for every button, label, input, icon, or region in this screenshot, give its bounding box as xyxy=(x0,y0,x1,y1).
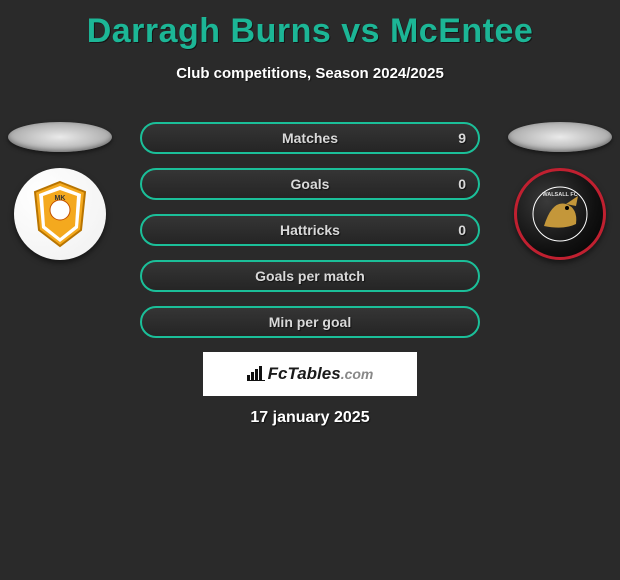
subtitle: Club competitions, Season 2024/2025 xyxy=(0,65,620,82)
svg-text:MK: MK xyxy=(55,195,66,202)
page-title: Darragh Burns vs McEntee xyxy=(0,0,620,51)
player-left-col: MK xyxy=(5,122,115,260)
mk-dons-crest-icon: MK xyxy=(31,180,89,248)
comparison-card: Darragh Burns vs McEntee Club competitio… xyxy=(0,0,620,580)
stat-row-matches: Matches 9 xyxy=(140,122,480,154)
walsall-crest-icon: WALSALL FC xyxy=(532,186,588,242)
stat-row-goals-per-match: Goals per match xyxy=(140,260,480,292)
stat-label: Goals xyxy=(142,170,478,198)
brand-suffix: .com xyxy=(341,366,374,382)
stat-label: Goals per match xyxy=(142,262,478,290)
stat-row-goals: Goals 0 xyxy=(140,168,480,200)
stat-label: Hattricks xyxy=(142,216,478,244)
stat-label: Matches xyxy=(142,124,478,152)
player-right-col: WALSALL FC xyxy=(505,122,615,260)
stat-label: Min per goal xyxy=(142,308,478,336)
stat-right-value: 0 xyxy=(458,170,466,198)
player-photo-placeholder xyxy=(8,122,112,152)
brand-name: FcTables xyxy=(268,364,341,383)
stat-row-min-per-goal: Min per goal xyxy=(140,306,480,338)
club-badge-mk-dons: MK xyxy=(14,168,106,260)
player-photo-placeholder xyxy=(508,122,612,152)
svg-text:WALSALL FC: WALSALL FC xyxy=(542,192,577,198)
bar-chart-icon xyxy=(247,366,265,381)
club-badge-walsall: WALSALL FC xyxy=(514,168,606,260)
stat-rows: Matches 9 Goals 0 Hattricks 0 Goals per … xyxy=(140,122,480,352)
stat-right-value: 0 xyxy=(458,216,466,244)
date-text: 17 january 2025 xyxy=(0,409,620,427)
brand-watermark: FcTables.com xyxy=(203,352,417,396)
stat-row-hattricks: Hattricks 0 xyxy=(140,214,480,246)
stat-right-value: 9 xyxy=(458,124,466,152)
